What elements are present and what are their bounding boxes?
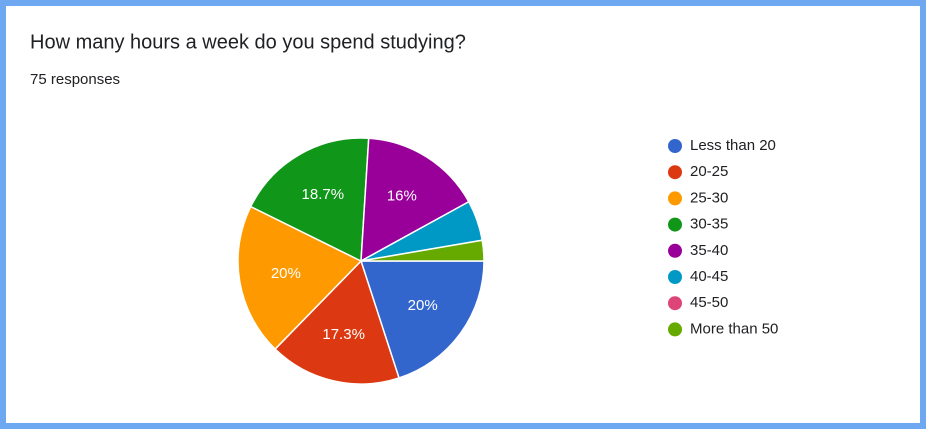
pie-slice <box>360 239 485 262</box>
chart: How many hours a week do you spend study… <box>30 31 778 385</box>
data-label: 20% <box>408 297 438 314</box>
legend-label: More than 50 <box>690 320 778 337</box>
legend-swatch <box>668 322 682 337</box>
legend-swatch <box>668 270 682 284</box>
pie-slice <box>360 137 470 263</box>
legend-label: 25-30 <box>690 189 728 206</box>
legend-swatch <box>668 191 682 206</box>
legend-swatch <box>668 139 682 153</box>
legend-swatch <box>668 217 682 232</box>
legend-label: 35-40 <box>690 242 728 259</box>
legend-label: 40-45 <box>690 268 728 285</box>
data-label: 18.7% <box>302 186 345 203</box>
data-label: 16% <box>387 188 417 205</box>
legend-label: 30-35 <box>690 216 728 233</box>
data-label: 17.3% <box>322 326 365 343</box>
legend-label: 45-50 <box>690 294 728 311</box>
pie-slice <box>237 205 363 351</box>
chart-subtitle: 75 responses <box>30 71 120 88</box>
legend-swatch <box>668 243 682 258</box>
data-label: 20% <box>271 265 301 282</box>
legend-swatch <box>668 165 682 180</box>
chart-title: How many hours a week do you spend study… <box>30 31 466 53</box>
pie-slice <box>274 259 400 385</box>
pie-slice <box>359 260 485 379</box>
legend-label: 20-25 <box>690 163 728 180</box>
legend-label: Less than 20 <box>690 137 776 154</box>
legend-swatch <box>668 296 682 311</box>
pie-slice <box>249 137 370 263</box>
